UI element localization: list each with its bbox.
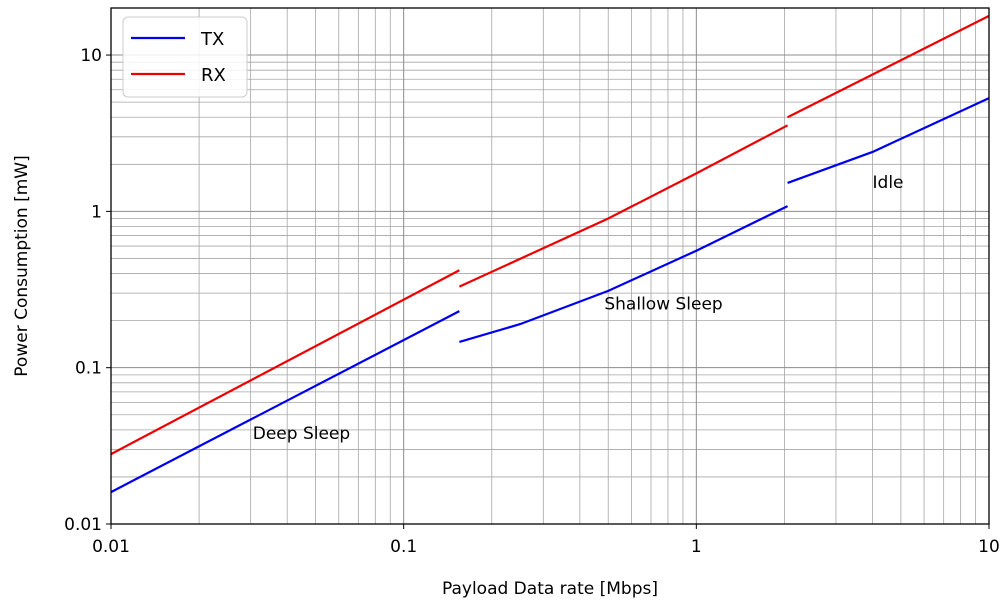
annotation-idle: Idle [873,173,904,193]
y-tick-label: 0.1 [75,359,102,379]
minor-grid [111,7,989,524]
x-tick-label: 10 [978,537,1000,557]
x-axis-ticks: 0.01 0.1 1 10 [92,524,1000,557]
y-axis-ticks: 0.01 0.1 1 10 [64,46,111,535]
y-axis-label: Power Consumption [mW] [12,155,32,376]
legend-label-tx: TX [200,29,224,50]
y-tick-label: 0.01 [64,515,102,535]
rx-series-segment-2 [458,124,789,288]
tx-series-segment-3 [787,97,990,184]
x-tick-label: 0.01 [92,537,130,557]
legend-box [122,16,248,98]
tx-series-segment-2 [459,205,789,344]
y-tick-label: 10 [80,46,102,66]
series-layer [110,14,990,494]
plot-frame [110,7,990,525]
x-tick-label: 0.1 [390,537,417,557]
legend: TX RX [122,16,248,98]
tx-series-segment-1 [110,310,460,494]
annotations: Deep Sleep Shallow Sleep Idle [253,173,904,444]
legend-label-rx: RX [201,65,226,86]
annotation-deep-sleep: Deep Sleep [253,424,350,444]
rx-series-segment-3 [787,14,990,119]
x-axis-label: Payload Data rate [Mbps] [442,579,658,599]
x-tick-label: 1 [691,537,702,557]
annotation-shallow-sleep: Shallow Sleep [604,295,722,315]
y-tick-label: 1 [91,202,102,222]
rx-series-segment-1 [110,269,460,456]
